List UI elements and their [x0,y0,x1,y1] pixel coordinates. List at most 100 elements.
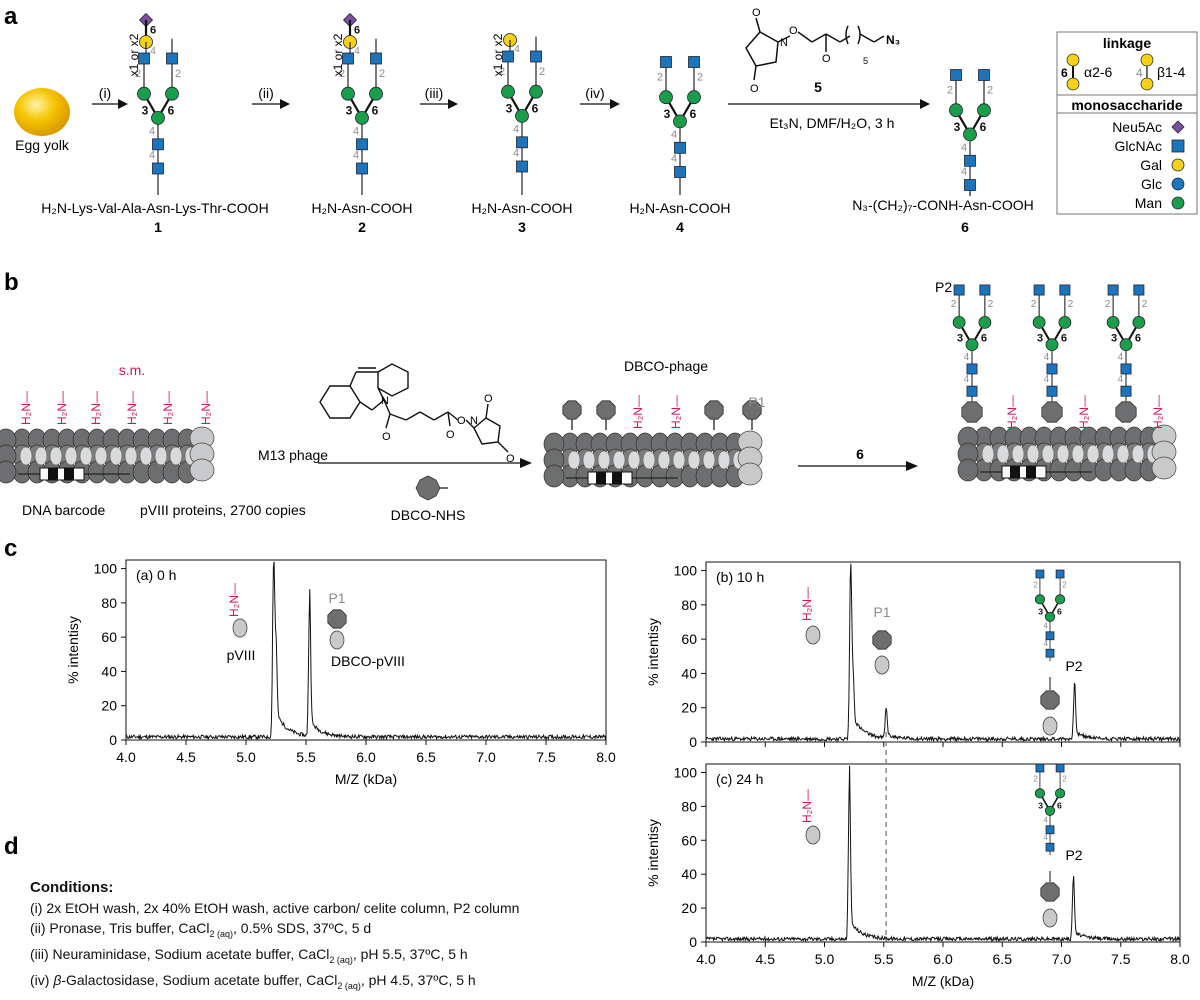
pviii-highlight [672,450,686,470]
glycan-linkage-number: 2 [657,72,663,84]
man-circle [965,338,979,352]
reagent-5-conditions: Et₃N, DMF/H₂O, 3 h [770,115,895,131]
condition-iii: (iii) Neuraminidase, Sodium acetate buff… [30,944,519,970]
dbco-pviii-icon [329,630,345,650]
amine-label: H₂N— [800,587,814,621]
panel-c-label: c [4,535,17,562]
pviii-icon [232,618,248,638]
glcnac-square [966,363,978,375]
glcnac-square [502,50,514,63]
compound-4-label: H₂N-Asn-COOH [629,200,730,216]
pviii-highlight [1086,444,1100,464]
reagent-azide-label: N₃ [886,33,900,47]
pviii-highlight [642,450,656,470]
p2-pviii-icon [1042,908,1058,928]
man-circle [151,111,165,125]
pviii-highlight [1041,444,1055,464]
man-circle [165,86,179,101]
condition-iii-text2: , pH 5.5, 37ºC, 5 h [352,945,468,962]
dbco-octagon [872,630,892,650]
dbco-octagon [704,400,724,420]
phage-tip [1151,456,1177,480]
glycan-linkage-number: 4 [353,125,359,137]
y-tick-label: 0 [689,934,697,950]
x-tick-label: 6.5 [993,951,1013,967]
legend-neu5ac-label: Neu5Ac [1112,119,1162,135]
glycan-linkage-number: 4 [514,44,520,55]
dna-barcode-icon [587,471,633,485]
legend-box [1056,31,1198,215]
glycan-linkage-number: 6 [690,107,697,121]
m13-phage-label: M13 phage [258,447,328,463]
pviii-highlight [717,450,731,470]
condition-iv: (iv) β-Galactosidase, Sodium acetate buf… [30,970,519,996]
glycan-linkage-number: 4 [513,123,519,135]
glcnac-square [1120,385,1132,397]
repeat-label: x1 or x2 [127,33,141,76]
y-tick-label: 0 [689,734,697,750]
condition-ii-text2: , 0.5% SDS, 37ºC, 5 d [233,920,372,936]
legend-linkage-b14-label: β1-4 [1157,64,1186,80]
amine-label: H₂N— [89,391,103,425]
compound-1-label: H₂N-Lys-Val-Ala-Asn-Lys-Thr-COOH [41,200,268,216]
reagent-5-number: 5 [814,79,822,95]
glycan-linkage-number: 2 [1105,299,1111,310]
man-circle [1034,788,1045,799]
glycan-linkage-number: 3 [346,104,353,118]
man-circle [355,111,369,125]
x-tick-label: 5.5 [874,951,894,967]
glcnac-square [342,52,354,65]
pviii-icon [805,625,821,645]
x-tick-label: 4.0 [696,951,716,967]
amine-label: H₂N— [125,391,139,425]
pviii-highlight [139,446,153,466]
glycan-linkage-number: 2 [339,68,345,80]
glycan-linkage-number: 4 [150,46,156,57]
glycan-linkage-number: 3 [1038,606,1043,616]
glcnac-square [1045,842,1055,852]
dbco-octagon [742,400,762,420]
y-tick-label: 40 [681,866,697,882]
spectrum-trace [705,563,1181,743]
glcnac-square [530,50,542,63]
glcnac-square [152,162,164,175]
glycan-linkage-number: 4 [149,150,155,162]
p2-pviii-icon [1042,716,1058,736]
glycan-linkage-number: 4 [964,352,970,363]
x-tick-label: 5.5 [296,749,316,765]
glycan-linkage-number: 4 [1043,622,1048,631]
step-label: (iii) [425,85,444,101]
reaction-arrows-a: (i) (ii) (iii) (iv) [92,85,930,109]
y-tick-label: 40 [101,663,117,679]
svg-text:6: 6 [1061,66,1068,80]
pviii-highlight [1056,444,1070,464]
pviii-highlight [702,450,716,470]
dbco-pviii-label: DBCO-pVIII [331,653,405,669]
condition-ii-text: (ii) Pronase, Tris buffer, CaCl [30,920,210,936]
pviii-icon [805,825,821,845]
x-tick-label: 4.5 [176,749,196,765]
glcnac-square [978,69,990,81]
man-circle [1054,788,1066,799]
amine-label: H₂N— [669,395,683,429]
glcnac-square [356,138,368,151]
legend-linkage-a26-icon: 6 [1061,53,1080,91]
man-circle [369,86,383,101]
pviii-highlight [1011,444,1025,464]
dbco-octagon [1041,401,1063,423]
glycan-linkage-number: 2 [135,68,141,80]
glycan-linkage-number: 6 [354,25,360,37]
glycan-linkage-number: 2 [1062,580,1066,589]
y-axis-label: % intentisy [65,616,81,684]
reaction-arrow-head [920,99,930,109]
x-tick-label: 4.5 [756,951,776,967]
man-circle [1054,594,1066,605]
glcnac-square [166,52,178,65]
pviii-highlight [627,450,641,470]
man-circle [501,84,515,99]
phage-tip [189,458,215,482]
y-tick-label: 20 [681,700,697,716]
plot-frame [705,763,1181,943]
pviii-highlight [19,446,33,466]
y-tick-label: 100 [94,561,118,577]
